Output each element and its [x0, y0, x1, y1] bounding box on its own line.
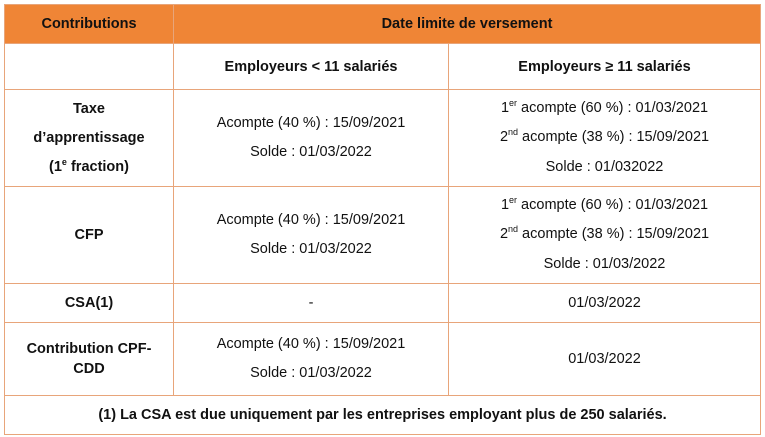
subheader-row: Employeurs < 11 salariés Employeurs ≥ 11… [4, 43, 762, 90]
acompte-1-text: 1er acompte (60 %) : 01/03/2021 [500, 194, 709, 213]
table-header-row: Contributions Date limite de versement [4, 4, 762, 44]
subheader-small-employers: Employeurs < 11 salariés [173, 43, 449, 90]
row-label-cpf-cdd: Contribution CPF- CDD [4, 322, 174, 396]
contributions-table: Contributions Date limite de versement E… [3, 4, 762, 435]
cell-csa-large: 01/03/2022 [447, 283, 762, 323]
acompte-2-text: 2nd acompte (38 %) : 15/09/2021 [499, 127, 710, 146]
table-row-taxe-apprentissage: Taxe d’apprentissage (1e fraction) Acomp… [4, 89, 762, 187]
acompte-2-text: 2nd acompte (38 %) : 15/09/2021 [499, 224, 710, 243]
acompte-1-text: 1er acompte (60 %) : 01/03/2021 [500, 97, 709, 116]
subheader-empty-cell [4, 43, 174, 90]
footnote-text: (1) La CSA est due uniquement par les en… [3, 395, 762, 435]
footnote-row: (1) La CSA est due uniquement par les en… [3, 395, 762, 435]
cell-taxe-large: 1er acompte (60 %) : 01/03/2021 2nd acom… [447, 89, 762, 187]
row-label-line: Contribution CPF- [26, 341, 152, 357]
row-label-line: Taxe [73, 100, 105, 117]
cell-cpf-small: Acompte (40 %) : 15/09/2021 Solde : 01/0… [173, 322, 449, 396]
cell-cfp-large: 1er acompte (60 %) : 01/03/2021 2nd acom… [447, 186, 762, 284]
solde-text: Solde : 01/03/2022 [543, 255, 666, 272]
solde-text: Solde : 01/03/2022 [250, 144, 372, 160]
cell-taxe-small: Acompte (40 %) : 15/09/2021 Solde : 01/0… [173, 89, 449, 187]
cell-cpf-large: 01/03/2022 [447, 322, 762, 396]
row-label-line: CDD [73, 361, 105, 377]
cell-csa-small: - [173, 283, 449, 323]
acompte-text: Acompte (40 %) : 15/09/2021 [216, 211, 406, 228]
subheader-large-employers: Employeurs ≥ 11 salariés [447, 43, 762, 90]
table-row-cpf-cdd: Contribution CPF- CDD Acompte (40 %) : 1… [4, 322, 762, 396]
cell-cfp-small: Acompte (40 %) : 15/09/2021 Solde : 01/0… [173, 186, 449, 284]
header-date-limite: Date limite de versement [172, 4, 762, 44]
header-contributions: Contributions [4, 4, 174, 44]
solde-text: Solde : 01/032022 [545, 158, 664, 175]
table-row-csa: CSA(1) - 01/03/2022 [4, 283, 762, 323]
row-label-taxe: Taxe d’apprentissage (1e fraction) [4, 89, 174, 187]
acompte-text: Acompte (40 %) : 15/09/2021 [216, 335, 406, 352]
acompte-text: Acompte (40 %) : 15/09/2021 [216, 114, 406, 131]
table-row-cfp: CFP Acompte (40 %) : 15/09/2021 Solde : … [4, 186, 762, 284]
solde-text: Solde : 01/03/2022 [250, 241, 372, 257]
solde-text: Solde : 01/03/2022 [250, 365, 372, 381]
row-label-cfp: CFP [4, 186, 174, 284]
row-label-csa: CSA(1) [4, 283, 174, 323]
row-label-line: d’apprentissage [33, 129, 145, 146]
row-label-line: (1e fraction) [49, 156, 129, 175]
